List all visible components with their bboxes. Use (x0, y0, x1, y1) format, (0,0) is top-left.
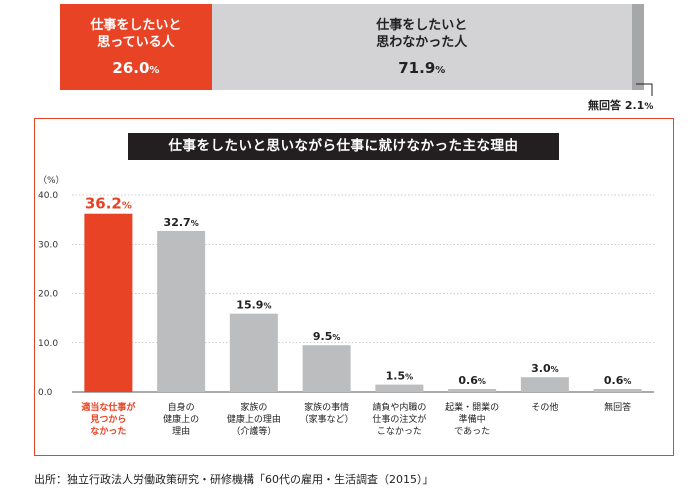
category-label: 起業・開業の準備中であった (445, 401, 499, 437)
bar-5 (375, 384, 424, 392)
segment-value: 71.9% (398, 59, 446, 77)
category-label: 請負や内職の仕事の注文がこなかった (372, 401, 426, 437)
category-label: 無回答 (604, 401, 631, 413)
bar-7 (520, 377, 569, 392)
reason-bar-chart: （%） 0.0 10.0 20.0 30.0 40.0 36.2% 適当な仕事が見つからなかっ… (38, 175, 654, 437)
reason-chart-frame (34, 118, 674, 456)
y-axis-unit-label: （%） (38, 175, 65, 186)
data-label: 15.9% (236, 299, 271, 312)
segment-value: 26.0% (112, 59, 160, 77)
bar-8 (593, 389, 642, 392)
segment-did-not-want: 仕事をしたいと 思わなかった人 71.9% (211, 4, 632, 90)
bar-6 (448, 389, 497, 392)
data-label: 0.6% (458, 374, 486, 387)
data-label: 0.6% (604, 374, 632, 387)
bar-1 (84, 213, 133, 392)
category-label: 自身の健康上の理由 (163, 401, 199, 437)
chart-title: 仕事をしたいと思いながら仕事に就けなかった主な理由 (128, 133, 559, 160)
category-label: その他 (531, 401, 558, 413)
no-answer-leader-line (636, 83, 653, 96)
bar-4 (302, 345, 351, 392)
y-tick-label: 30.0 (38, 240, 58, 250)
source-note: 出所：独立行政法人労働政策研究・研修機構「60代の雇用・生活調査（2015）」 (34, 473, 434, 486)
y-tick-label: 0.0 (38, 388, 53, 398)
data-label: 32.7% (164, 216, 199, 229)
no-answer-label: 無回答 2.1% (588, 99, 654, 112)
category-label: 家族の事情（家事など） (300, 401, 354, 425)
response-stacked-bar: 仕事をしたいと 思っている人 26.0% 仕事をしたいと 思わなかった人 71.… (60, 4, 644, 90)
bar-3 (229, 313, 278, 392)
segment-label: 仕事をしたいと 思っている人 (90, 18, 182, 50)
category-label: 家族の健康上の理由（介護等） (227, 401, 281, 437)
segment-want-to-work: 仕事をしたいと 思っている人 26.0% (60, 4, 212, 90)
data-label: 3.0% (531, 362, 559, 375)
segment-no-answer (631, 4, 644, 90)
y-tick-label: 20.0 (38, 290, 58, 300)
y-tick-label: 40.0 (38, 191, 58, 201)
bar-2 (157, 230, 206, 392)
y-tick-label: 10.0 (38, 339, 58, 349)
data-label: 9.5% (313, 330, 341, 343)
category-label: 適当な仕事が見つからなかった (81, 401, 136, 437)
data-label: 36.2% (85, 195, 132, 213)
data-label: 1.5% (386, 370, 414, 383)
segment-label: 仕事をしたいと 思わなかった人 (376, 18, 468, 50)
